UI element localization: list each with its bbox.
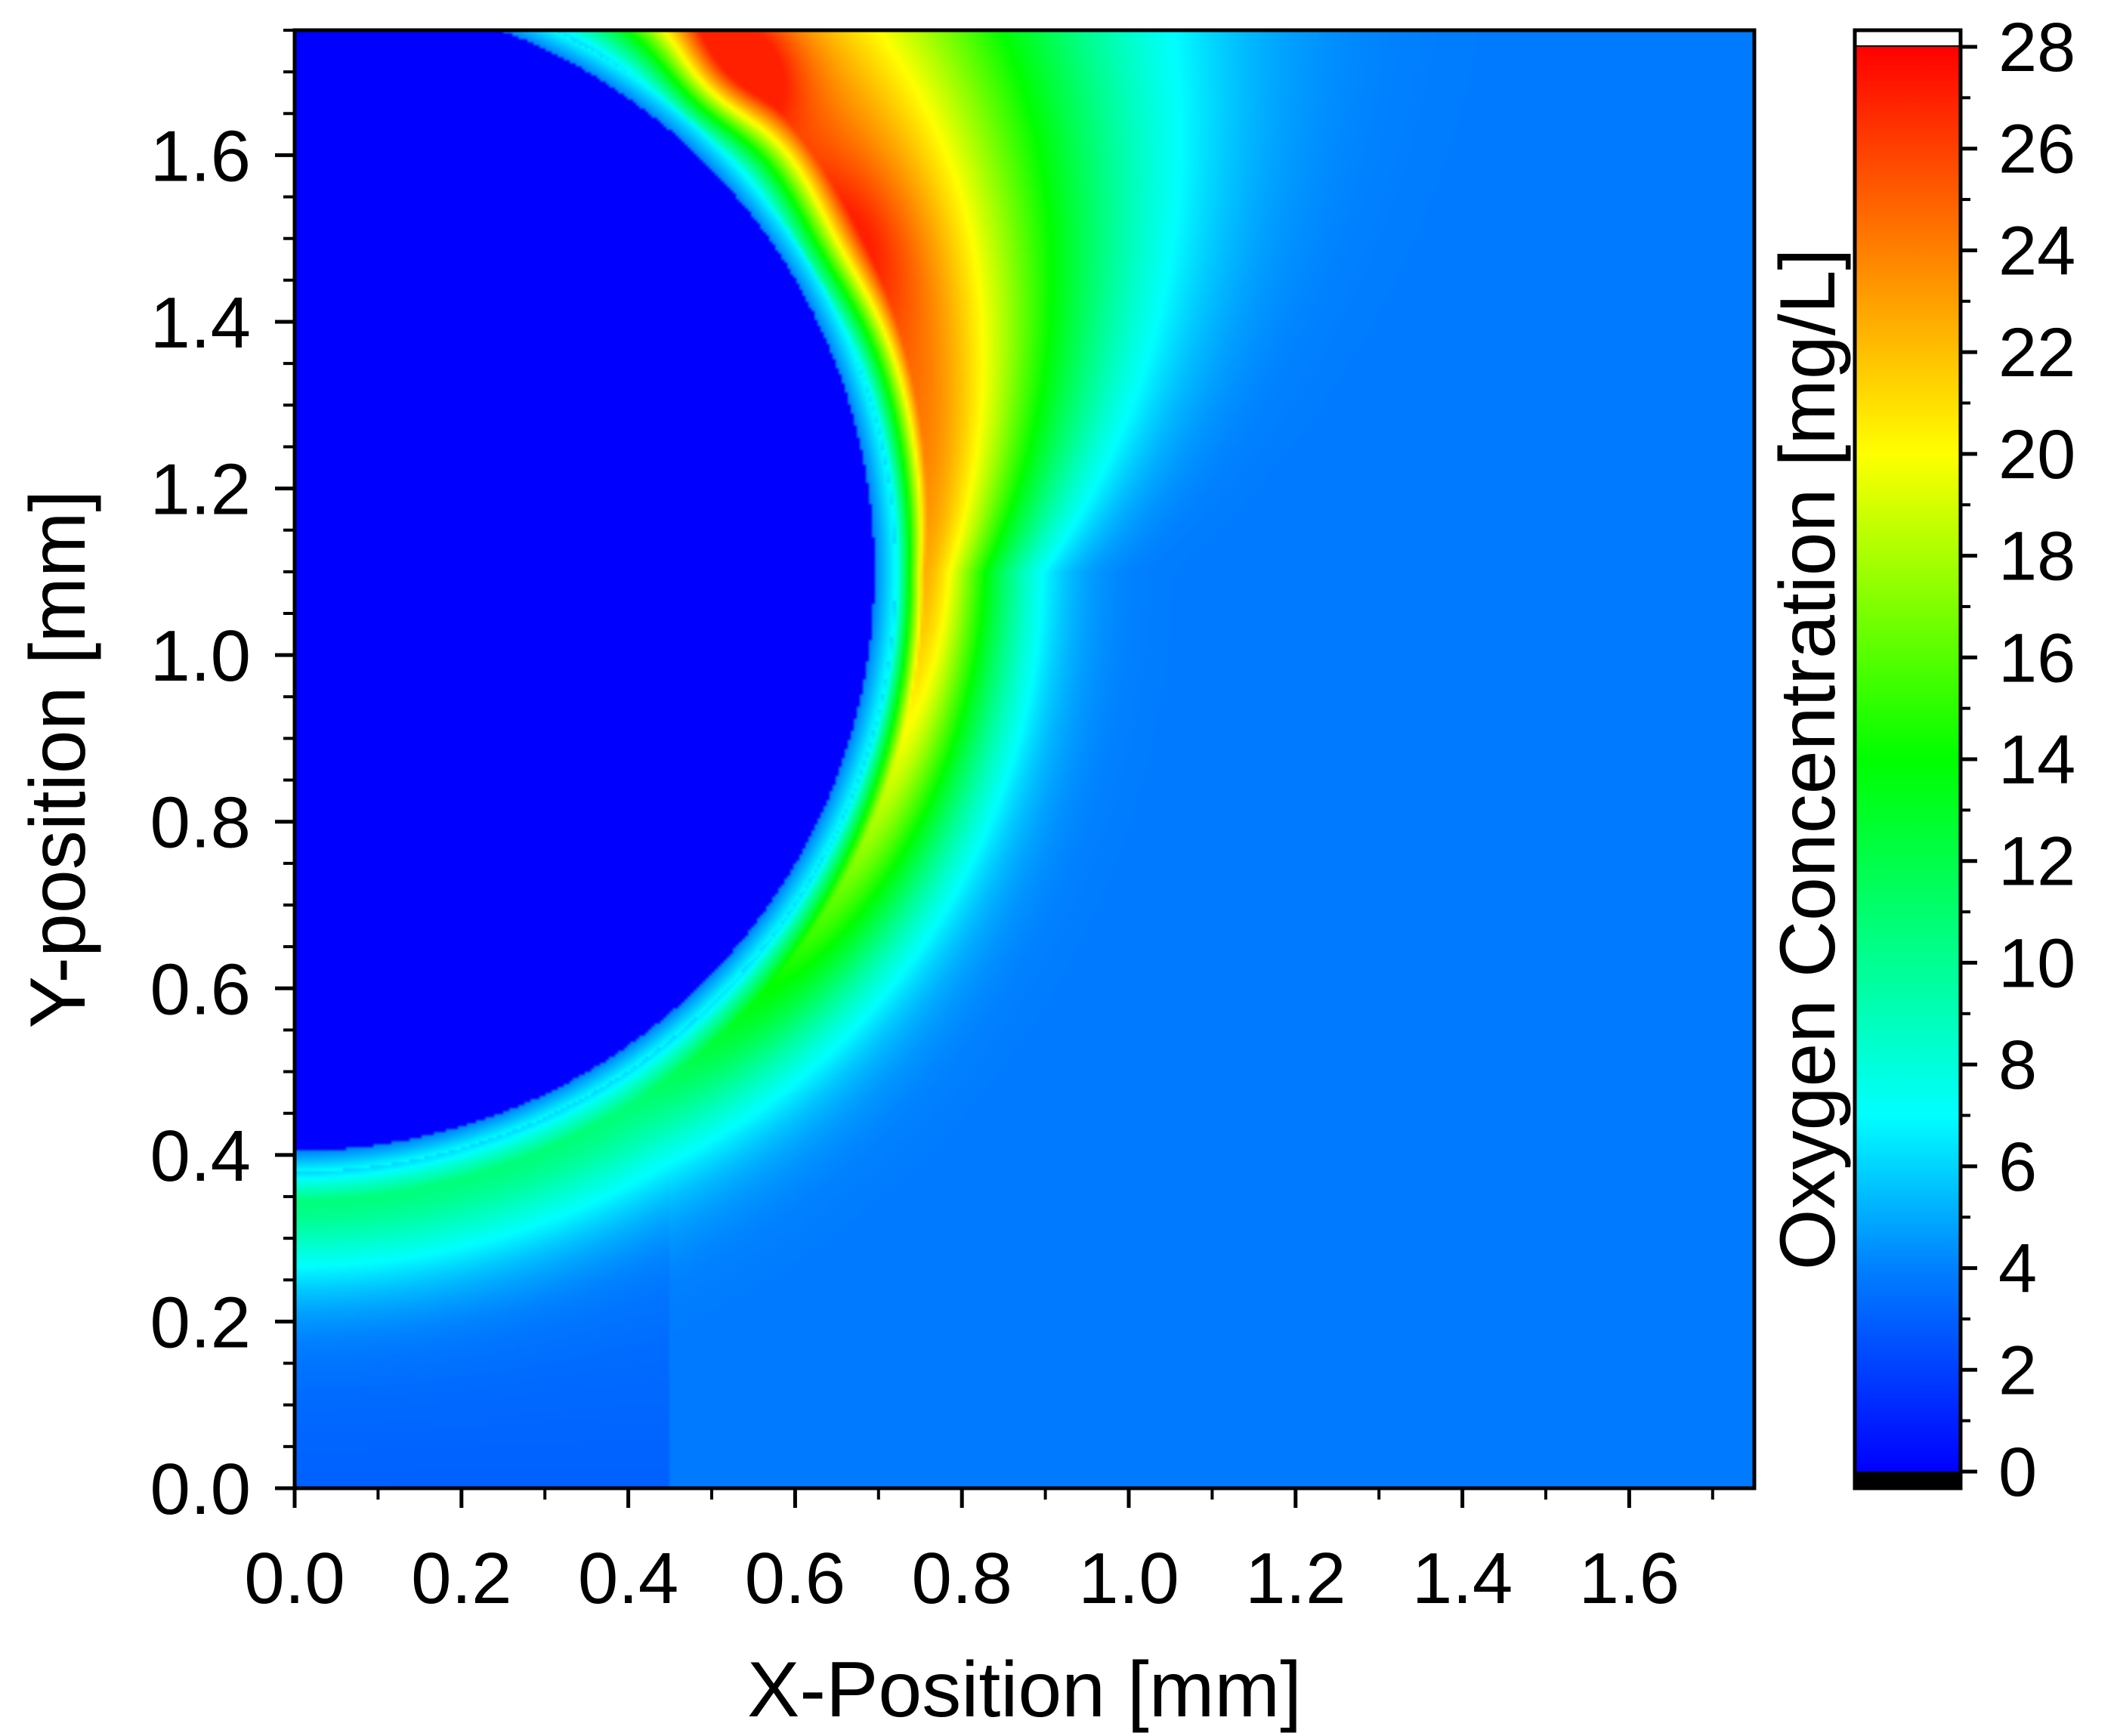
colorbar-tick-label: 12 (1998, 823, 2075, 900)
colorbar-tick-label: 14 (1998, 721, 2075, 798)
colorbar-tick-label: 4 (1998, 1231, 2037, 1308)
colorbar-scale (1855, 47, 1961, 1472)
x-tick-label: 1.4 (1412, 1538, 1513, 1619)
y-tick-label: 0.4 (150, 1116, 251, 1197)
colorbar-over-cap (1853, 29, 1962, 48)
y-tick-label: 0.6 (150, 949, 251, 1030)
y-axis: 0.0 0.2 0.4 0.6 0.8 1.0 1.2 1.4 1.6 (150, 29, 295, 1530)
plot-frame (292, 28, 1757, 1490)
heatmap-image (295, 30, 1754, 1488)
colorbar-tick-label: 16 (1998, 619, 2075, 697)
x-axis-label: X-Position [mm] (747, 1646, 1302, 1734)
colorbar-tick-label: 24 (1998, 212, 2075, 289)
colorbar-under-cap (1855, 1472, 1961, 1488)
colorbar-tick-label: 28 (1998, 9, 2075, 86)
heatmap (295, 30, 1754, 1488)
colorbar-tick-label: 26 (1998, 111, 2075, 188)
colorbar-label: Oxygen Concentration [mg/L] (1764, 249, 1852, 1271)
x-tick-label: 1.2 (1245, 1538, 1346, 1619)
colorbar-tick-label: 18 (1998, 518, 2075, 595)
y-tick-label: 0.2 (150, 1282, 251, 1363)
colorbar-tick-label: 6 (1998, 1129, 2037, 1206)
y-axis-label: Y-position [mm] (14, 490, 102, 1029)
y-tick-label: 1.6 (150, 116, 251, 196)
y-tick-label: 1.0 (150, 616, 251, 697)
x-tick-label: 1.0 (1078, 1538, 1179, 1619)
y-tick-label: 1.4 (150, 283, 251, 363)
colorbar-tick-label: 20 (1998, 416, 2075, 493)
x-tick-label: 0.0 (244, 1538, 345, 1619)
x-tick-label: 0.2 (411, 1538, 511, 1619)
y-tick-label: 0.0 (150, 1449, 251, 1530)
y-tick-label: 1.2 (150, 449, 251, 530)
colorbar-tick-label: 0 (1998, 1434, 2037, 1511)
x-tick-label: 0.8 (911, 1538, 1012, 1619)
colorbar-tick-label: 10 (1998, 925, 2075, 1002)
x-tick-label: 0.6 (745, 1538, 845, 1619)
x-axis: 0.0 0.2 0.4 0.6 0.8 1.0 1.2 1.4 1.6 (244, 1488, 1714, 1619)
x-tick-label: 0.4 (578, 1538, 678, 1619)
colorbar-tick-label: 2 (1998, 1332, 2037, 1409)
colorbar-tick-label: 8 (1998, 1027, 2037, 1104)
x-tick-label: 1.6 (1579, 1538, 1680, 1619)
colorbar-tick-label: 22 (1998, 314, 2075, 391)
y-tick-label: 0.8 (150, 783, 251, 863)
